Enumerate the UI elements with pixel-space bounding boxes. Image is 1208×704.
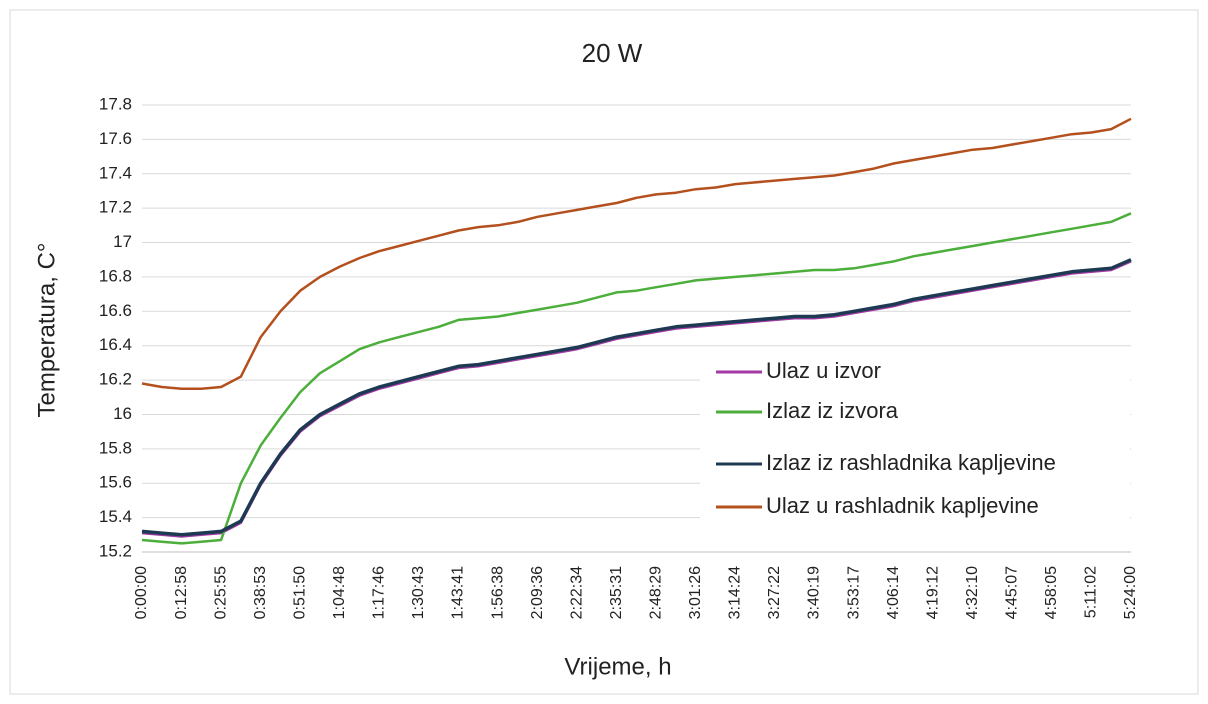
series-line (141, 212, 1132, 545)
x-tick-label: 4:19:12 (924, 566, 941, 619)
series-line (141, 258, 1132, 537)
y-tick-label: 16.2 (99, 370, 132, 389)
x-tick-label: 4:06:14 (885, 566, 902, 619)
y-tick-label: 16 (113, 404, 132, 423)
y-tick-label: 16.6 (99, 301, 132, 320)
x-tick-label: 0:12:58 (173, 566, 190, 619)
x-tick-label: 4:45:07 (1004, 566, 1021, 619)
y-axis-label: Temperatura, C° (33, 243, 60, 418)
x-tick-label: 3:53:17 (845, 566, 862, 619)
y-tick-label: 15.8 (99, 438, 132, 457)
y-tick-label: 15.4 (99, 507, 132, 526)
chart-title: 20 W (582, 38, 643, 68)
x-axis-label: Vrijeme, h (564, 653, 671, 680)
legend-label: Izlaz iz rashladnika kapljevine (766, 450, 1056, 475)
x-tick-label: 3:27:22 (766, 566, 783, 619)
x-tick-label: 5:24:00 (1122, 566, 1139, 619)
y-tick-label: 17.4 (99, 163, 132, 182)
legend-label: Izlaz iz izvora (766, 398, 899, 423)
y-tick-label: 17.2 (99, 198, 132, 217)
legend-label: Ulaz u izvor (766, 358, 881, 383)
x-tick-label: 1:17:46 (371, 566, 388, 619)
x-tick-label: 0:38:53 (252, 566, 269, 619)
x-tick-label: 2:09:36 (529, 566, 546, 619)
y-tick-label: 17.8 (99, 94, 132, 113)
x-tick-label: 2:22:34 (568, 566, 585, 619)
x-tick-label: 1:30:43 (410, 566, 427, 619)
x-tick-label: 0:51:50 (291, 566, 308, 619)
x-tick-label: 4:58:05 (1043, 566, 1060, 619)
x-tick-label: 3:40:19 (806, 566, 823, 619)
x-tick-label: 2:35:31 (608, 566, 625, 619)
x-tick-label: 2:48:29 (647, 566, 664, 619)
legend-label: Ulaz u rashladnik kapljevine (766, 493, 1039, 518)
x-tick-label: 3:01:26 (687, 566, 704, 619)
x-tick-label: 0:00:00 (133, 566, 150, 619)
y-tick-label: 15.6 (99, 473, 132, 492)
legend-box (700, 352, 1130, 530)
x-tick-label: 4:32:10 (964, 566, 981, 619)
x-tick-label: 5:11:02 (1083, 566, 1100, 618)
y-tick-label: 16.8 (99, 266, 132, 285)
y-tick-label: 17 (113, 232, 132, 251)
x-tick-label: 3:14:24 (727, 566, 744, 619)
y-tick-label: 17.6 (99, 129, 132, 148)
x-tick-label: 1:56:38 (489, 566, 506, 619)
y-tick-label: 15.2 (99, 541, 132, 560)
x-tick-label: 0:25:55 (212, 566, 229, 619)
x-tick-label: 1:43:41 (450, 566, 467, 619)
series-line (141, 117, 1132, 390)
y-tick-label: 16.4 (99, 335, 132, 354)
x-tick-label: 1:04:48 (331, 566, 348, 619)
